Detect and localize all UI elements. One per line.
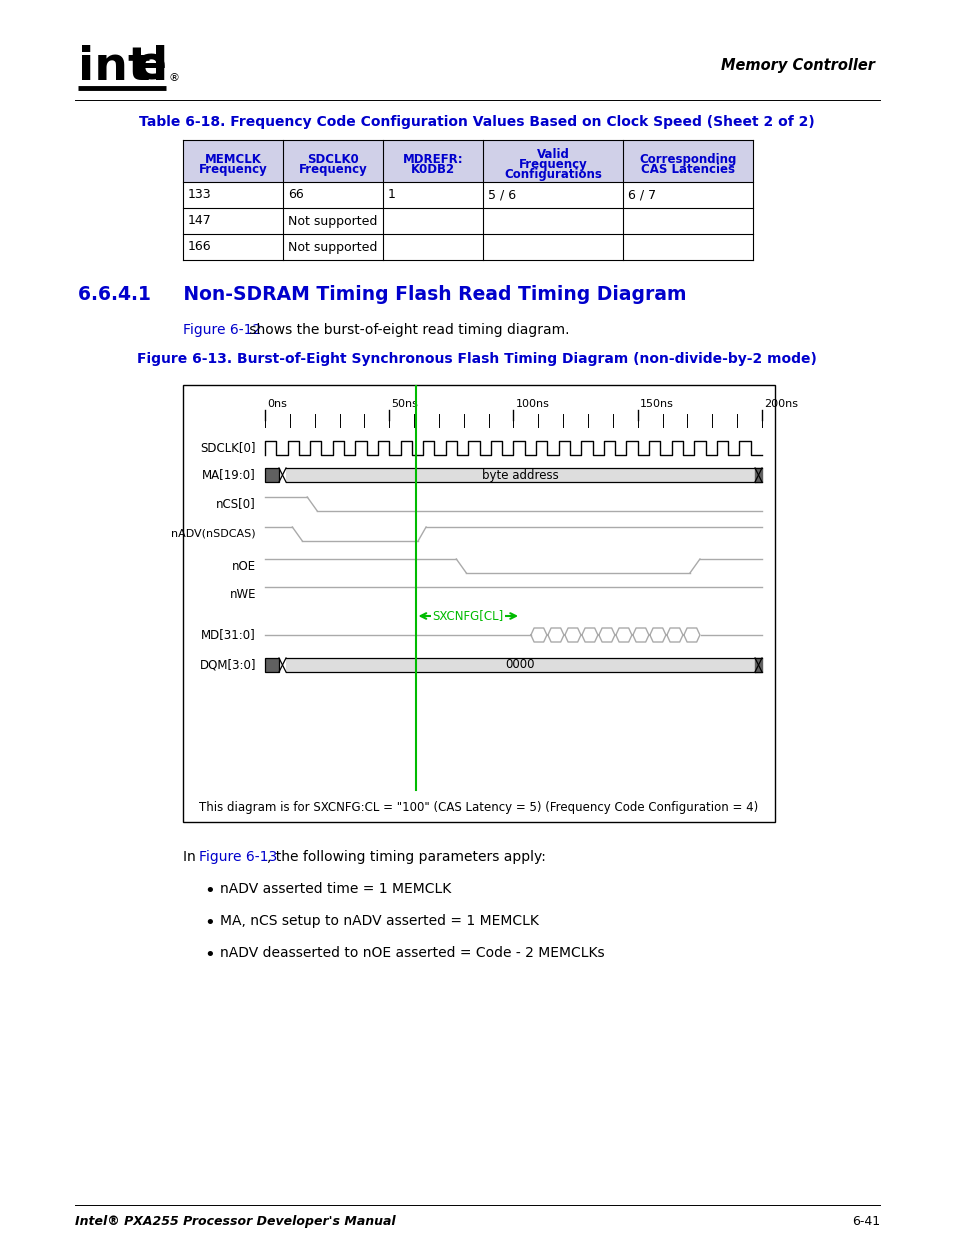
Text: MDREFR:: MDREFR: xyxy=(402,153,463,165)
Bar xyxy=(482,140,622,182)
Bar xyxy=(283,140,382,182)
Text: nADV(nSDCAS): nADV(nSDCAS) xyxy=(172,529,255,538)
Text: •: • xyxy=(204,882,215,900)
Text: nADV asserted time = 1 MEMCLK: nADV asserted time = 1 MEMCLK xyxy=(220,882,451,897)
Text: byte address: byte address xyxy=(481,468,558,482)
Text: Frequency: Frequency xyxy=(198,163,267,177)
Text: Frequency: Frequency xyxy=(298,163,367,177)
Text: 0000: 0000 xyxy=(505,658,535,672)
Text: MD[31:0]: MD[31:0] xyxy=(201,629,255,641)
Text: Figure 6-12: Figure 6-12 xyxy=(183,324,261,337)
Text: ®: ® xyxy=(169,73,180,83)
Text: nOE: nOE xyxy=(232,559,255,573)
Text: 6.6.4.1     Non-SDRAM Timing Flash Read Timing Diagram: 6.6.4.1 Non-SDRAM Timing Flash Read Timi… xyxy=(78,285,686,304)
Bar xyxy=(183,385,774,823)
Text: Corresponding: Corresponding xyxy=(639,153,736,165)
Text: Frequency: Frequency xyxy=(518,158,587,170)
Text: 150ns: 150ns xyxy=(639,399,673,409)
Text: MEMCLK: MEMCLK xyxy=(204,153,261,165)
Text: Figure 6-13: Figure 6-13 xyxy=(199,850,277,864)
Text: e: e xyxy=(135,44,167,90)
Text: 1: 1 xyxy=(388,189,395,201)
Text: shows the burst-of-eight read timing diagram.: shows the burst-of-eight read timing dia… xyxy=(245,324,569,337)
Bar xyxy=(265,468,278,482)
Text: Not supported: Not supported xyxy=(288,241,377,253)
Text: SXCNFG[CL]: SXCNFG[CL] xyxy=(433,610,503,622)
Polygon shape xyxy=(754,658,761,672)
Text: 5 / 6: 5 / 6 xyxy=(488,189,516,201)
Text: nCS[0]: nCS[0] xyxy=(216,498,255,510)
Bar xyxy=(183,140,283,182)
Text: , the following timing parameters apply:: , the following timing parameters apply: xyxy=(267,850,545,864)
Text: Configurations: Configurations xyxy=(503,168,601,182)
Bar xyxy=(622,140,752,182)
Text: 200ns: 200ns xyxy=(763,399,797,409)
Text: 100ns: 100ns xyxy=(515,399,549,409)
Text: 147: 147 xyxy=(188,215,212,227)
Text: DQM[3:0]: DQM[3:0] xyxy=(199,658,255,672)
Text: CAS Latencies: CAS Latencies xyxy=(640,163,734,177)
Text: •: • xyxy=(204,946,215,965)
Text: nADV deasserted to nOE asserted = Code - 2 MEMCLKs: nADV deasserted to nOE asserted = Code -… xyxy=(220,946,604,960)
Text: Not supported: Not supported xyxy=(288,215,377,227)
Text: MA[19:0]: MA[19:0] xyxy=(202,468,255,482)
Text: SDCLK0: SDCLK0 xyxy=(307,153,358,165)
Text: Memory Controller: Memory Controller xyxy=(720,58,874,73)
Text: 66: 66 xyxy=(288,189,303,201)
Text: In: In xyxy=(183,850,200,864)
Text: 6-41: 6-41 xyxy=(851,1215,879,1228)
Bar xyxy=(265,658,278,672)
Text: SDCLK[0]: SDCLK[0] xyxy=(200,441,255,454)
Text: 133: 133 xyxy=(188,189,212,201)
Bar xyxy=(286,468,754,482)
Text: 6 / 7: 6 / 7 xyxy=(627,189,656,201)
Text: 50ns: 50ns xyxy=(391,399,417,409)
Text: nWE: nWE xyxy=(230,588,255,600)
Text: Figure 6-13. Burst-of-Eight Synchronous Flash Timing Diagram (non-divide-by-2 mo: Figure 6-13. Burst-of-Eight Synchronous … xyxy=(137,352,816,366)
Bar xyxy=(286,658,754,672)
Text: Intel® PXA255 Processor Developer's Manual: Intel® PXA255 Processor Developer's Manu… xyxy=(75,1215,395,1228)
Text: This diagram is for SXCNFG:CL = "100" (CAS Latency = 5) (Frequency Code Configur: This diagram is for SXCNFG:CL = "100" (C… xyxy=(199,802,758,815)
Bar xyxy=(382,140,482,182)
Text: int: int xyxy=(78,44,151,90)
Text: l: l xyxy=(152,44,168,90)
Text: Table 6-18. Frequency Code Configuration Values Based on Clock Speed (Sheet 2 of: Table 6-18. Frequency Code Configuration… xyxy=(139,115,814,128)
Polygon shape xyxy=(754,468,761,482)
Text: •: • xyxy=(204,914,215,932)
Text: 166: 166 xyxy=(188,241,212,253)
Text: MA, nCS setup to nADV asserted = 1 MEMCLK: MA, nCS setup to nADV asserted = 1 MEMCL… xyxy=(220,914,538,927)
Text: Valid: Valid xyxy=(536,148,569,161)
Text: 0ns: 0ns xyxy=(267,399,287,409)
Text: K0DB2: K0DB2 xyxy=(411,163,455,177)
